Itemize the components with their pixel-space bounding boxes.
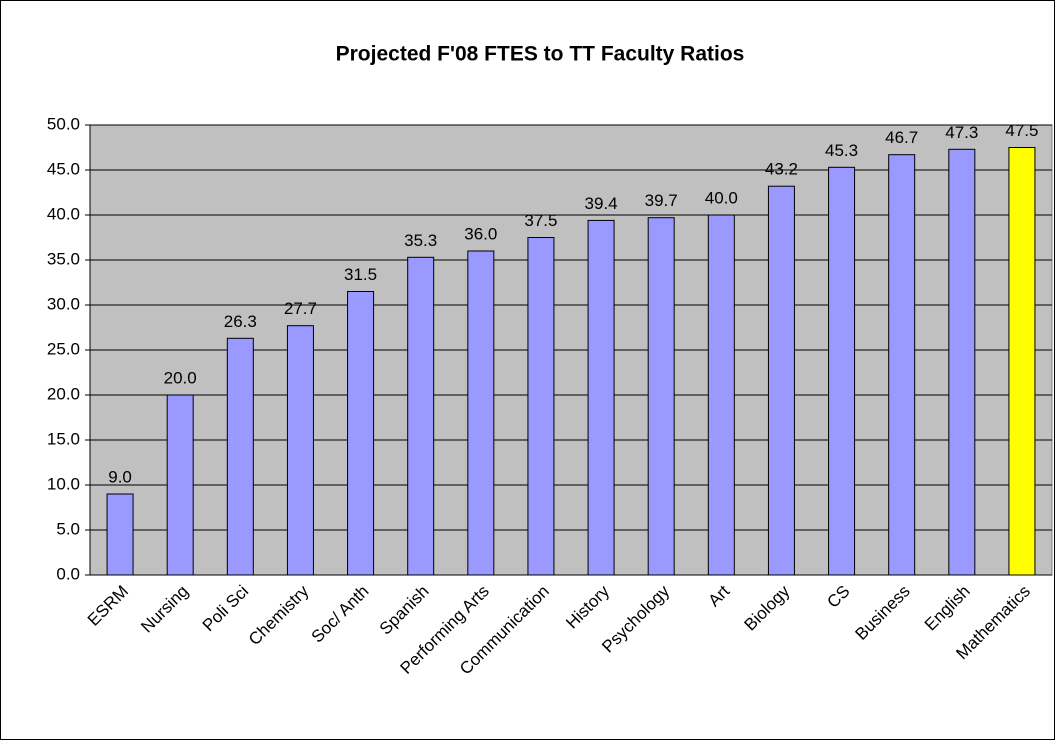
value-label: 27.7 <box>284 299 317 318</box>
bar <box>647 217 675 576</box>
bar <box>286 325 314 576</box>
value-label: 9.0 <box>108 467 132 486</box>
value-label: 39.4 <box>585 194 618 213</box>
y-tick-label: 45.0 <box>47 159 80 178</box>
value-label: 37.5 <box>524 211 557 230</box>
y-tick-label: 30.0 <box>47 294 80 313</box>
bar <box>467 250 495 576</box>
value-label: 26.3 <box>224 312 257 331</box>
value-label: 36.0 <box>464 224 497 243</box>
value-label: 31.5 <box>344 265 377 284</box>
bar <box>888 154 916 576</box>
bar <box>1008 147 1036 576</box>
value-label: 46.7 <box>885 128 918 147</box>
value-label: 45.3 <box>825 141 858 160</box>
bar <box>226 337 254 576</box>
bar <box>948 148 976 576</box>
bar <box>527 237 555 576</box>
value-label: 40.0 <box>705 188 738 207</box>
y-tick-label: 40.0 <box>47 204 80 223</box>
bar <box>407 256 435 576</box>
value-label: 47.3 <box>945 123 978 142</box>
bar <box>106 493 134 576</box>
y-tick-label: 20.0 <box>47 384 80 403</box>
value-label: 20.0 <box>164 368 197 387</box>
bar <box>707 214 735 576</box>
y-tick-label: 10.0 <box>47 474 80 493</box>
y-tick-label: 50.0 <box>47 114 80 133</box>
bar <box>166 394 194 576</box>
bar <box>587 219 615 576</box>
bar <box>347 291 375 576</box>
y-tick-label: 35.0 <box>47 249 80 268</box>
y-tick-label: 0.0 <box>56 564 80 583</box>
y-tick-label: 25.0 <box>47 339 80 358</box>
value-label: 43.2 <box>765 160 798 179</box>
value-label: 39.7 <box>645 191 678 210</box>
y-tick-label: 15.0 <box>47 429 80 448</box>
value-label: 47.5 <box>1005 121 1038 140</box>
bar <box>767 185 795 576</box>
y-tick-label: 5.0 <box>56 519 80 538</box>
chart-title: Projected F'08 FTES to TT Faculty Ratios <box>336 43 745 66</box>
bar <box>828 166 856 576</box>
value-label: 35.3 <box>404 231 437 250</box>
